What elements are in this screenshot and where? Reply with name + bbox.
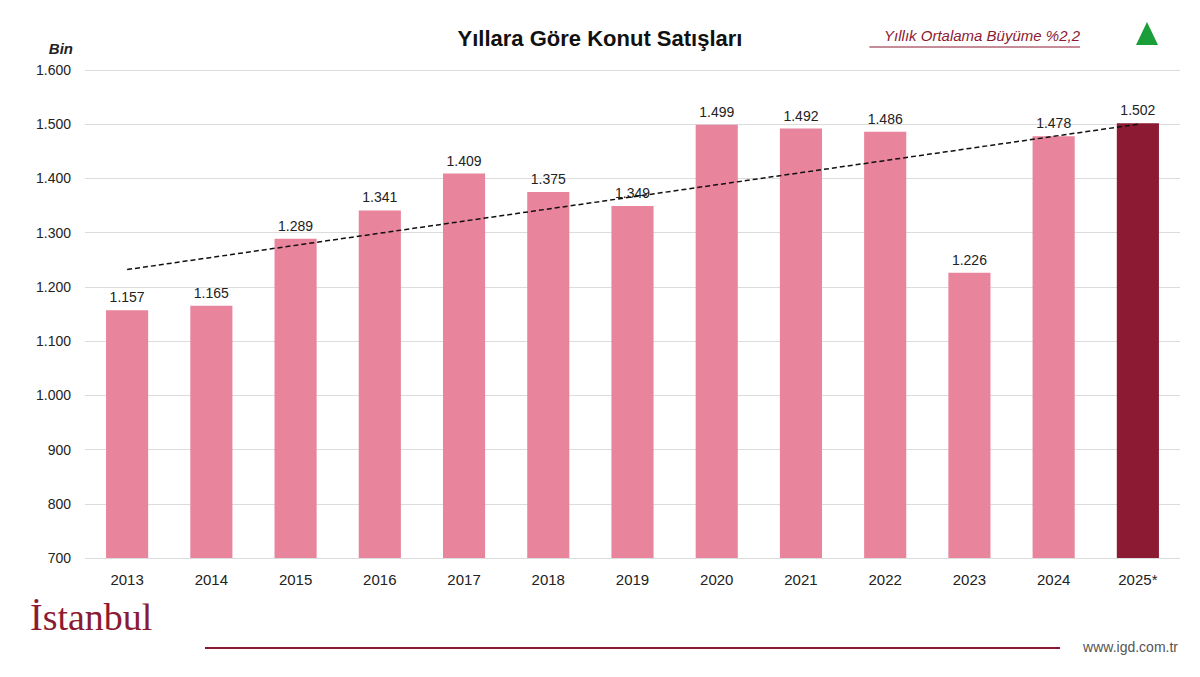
svg-text:1.409: 1.409 — [447, 153, 482, 169]
svg-text:2024: 2024 — [1037, 571, 1070, 588]
svg-text:2022: 2022 — [869, 571, 902, 588]
svg-text:1.500: 1.500 — [36, 116, 71, 132]
svg-text:2019: 2019 — [616, 571, 649, 588]
svg-text:800: 800 — [48, 496, 72, 512]
svg-text:1.000: 1.000 — [36, 387, 71, 403]
svg-text:1.600: 1.600 — [36, 62, 71, 78]
svg-text:1.400: 1.400 — [36, 170, 71, 186]
svg-text:1.165: 1.165 — [194, 285, 229, 301]
svg-text:1.157: 1.157 — [110, 289, 145, 305]
svg-text:2015: 2015 — [279, 571, 312, 588]
svg-text:900: 900 — [48, 442, 72, 458]
svg-text:1.100: 1.100 — [36, 333, 71, 349]
svg-text:Yıllık Ortalama Büyüme %2,2: Yıllık Ortalama Büyüme %2,2 — [884, 27, 1081, 44]
svg-text:www.igd.com.tr: www.igd.com.tr — [1082, 639, 1178, 655]
svg-text:700: 700 — [48, 550, 72, 566]
svg-text:1.289: 1.289 — [278, 218, 313, 234]
svg-text:2020: 2020 — [700, 571, 733, 588]
svg-text:İstanbul: İstanbul — [30, 596, 152, 638]
svg-text:1.499: 1.499 — [699, 104, 734, 120]
svg-text:1.226: 1.226 — [952, 252, 987, 268]
svg-text:2017: 2017 — [447, 571, 480, 588]
svg-text:2021: 2021 — [784, 571, 817, 588]
svg-text:2014: 2014 — [195, 571, 228, 588]
svg-text:1.200: 1.200 — [36, 279, 71, 295]
svg-text:2025*: 2025* — [1118, 571, 1157, 588]
svg-text:1.492: 1.492 — [783, 108, 818, 124]
svg-text:1.478: 1.478 — [1036, 115, 1071, 131]
svg-text:1.375: 1.375 — [531, 171, 566, 187]
svg-text:1.502: 1.502 — [1120, 102, 1155, 118]
svg-text:2018: 2018 — [532, 571, 565, 588]
svg-text:2013: 2013 — [110, 571, 143, 588]
svg-text:Bin: Bin — [49, 40, 73, 57]
svg-text:2023: 2023 — [953, 571, 986, 588]
svg-text:1.341: 1.341 — [362, 189, 397, 205]
svg-text:2016: 2016 — [363, 571, 396, 588]
svg-text:Yıllara Göre Konut Satışları: Yıllara Göre Konut Satışları — [458, 26, 743, 51]
svg-text:1.486: 1.486 — [868, 111, 903, 127]
svg-text:1.349: 1.349 — [615, 185, 650, 202]
svg-text:1.300: 1.300 — [36, 225, 71, 241]
